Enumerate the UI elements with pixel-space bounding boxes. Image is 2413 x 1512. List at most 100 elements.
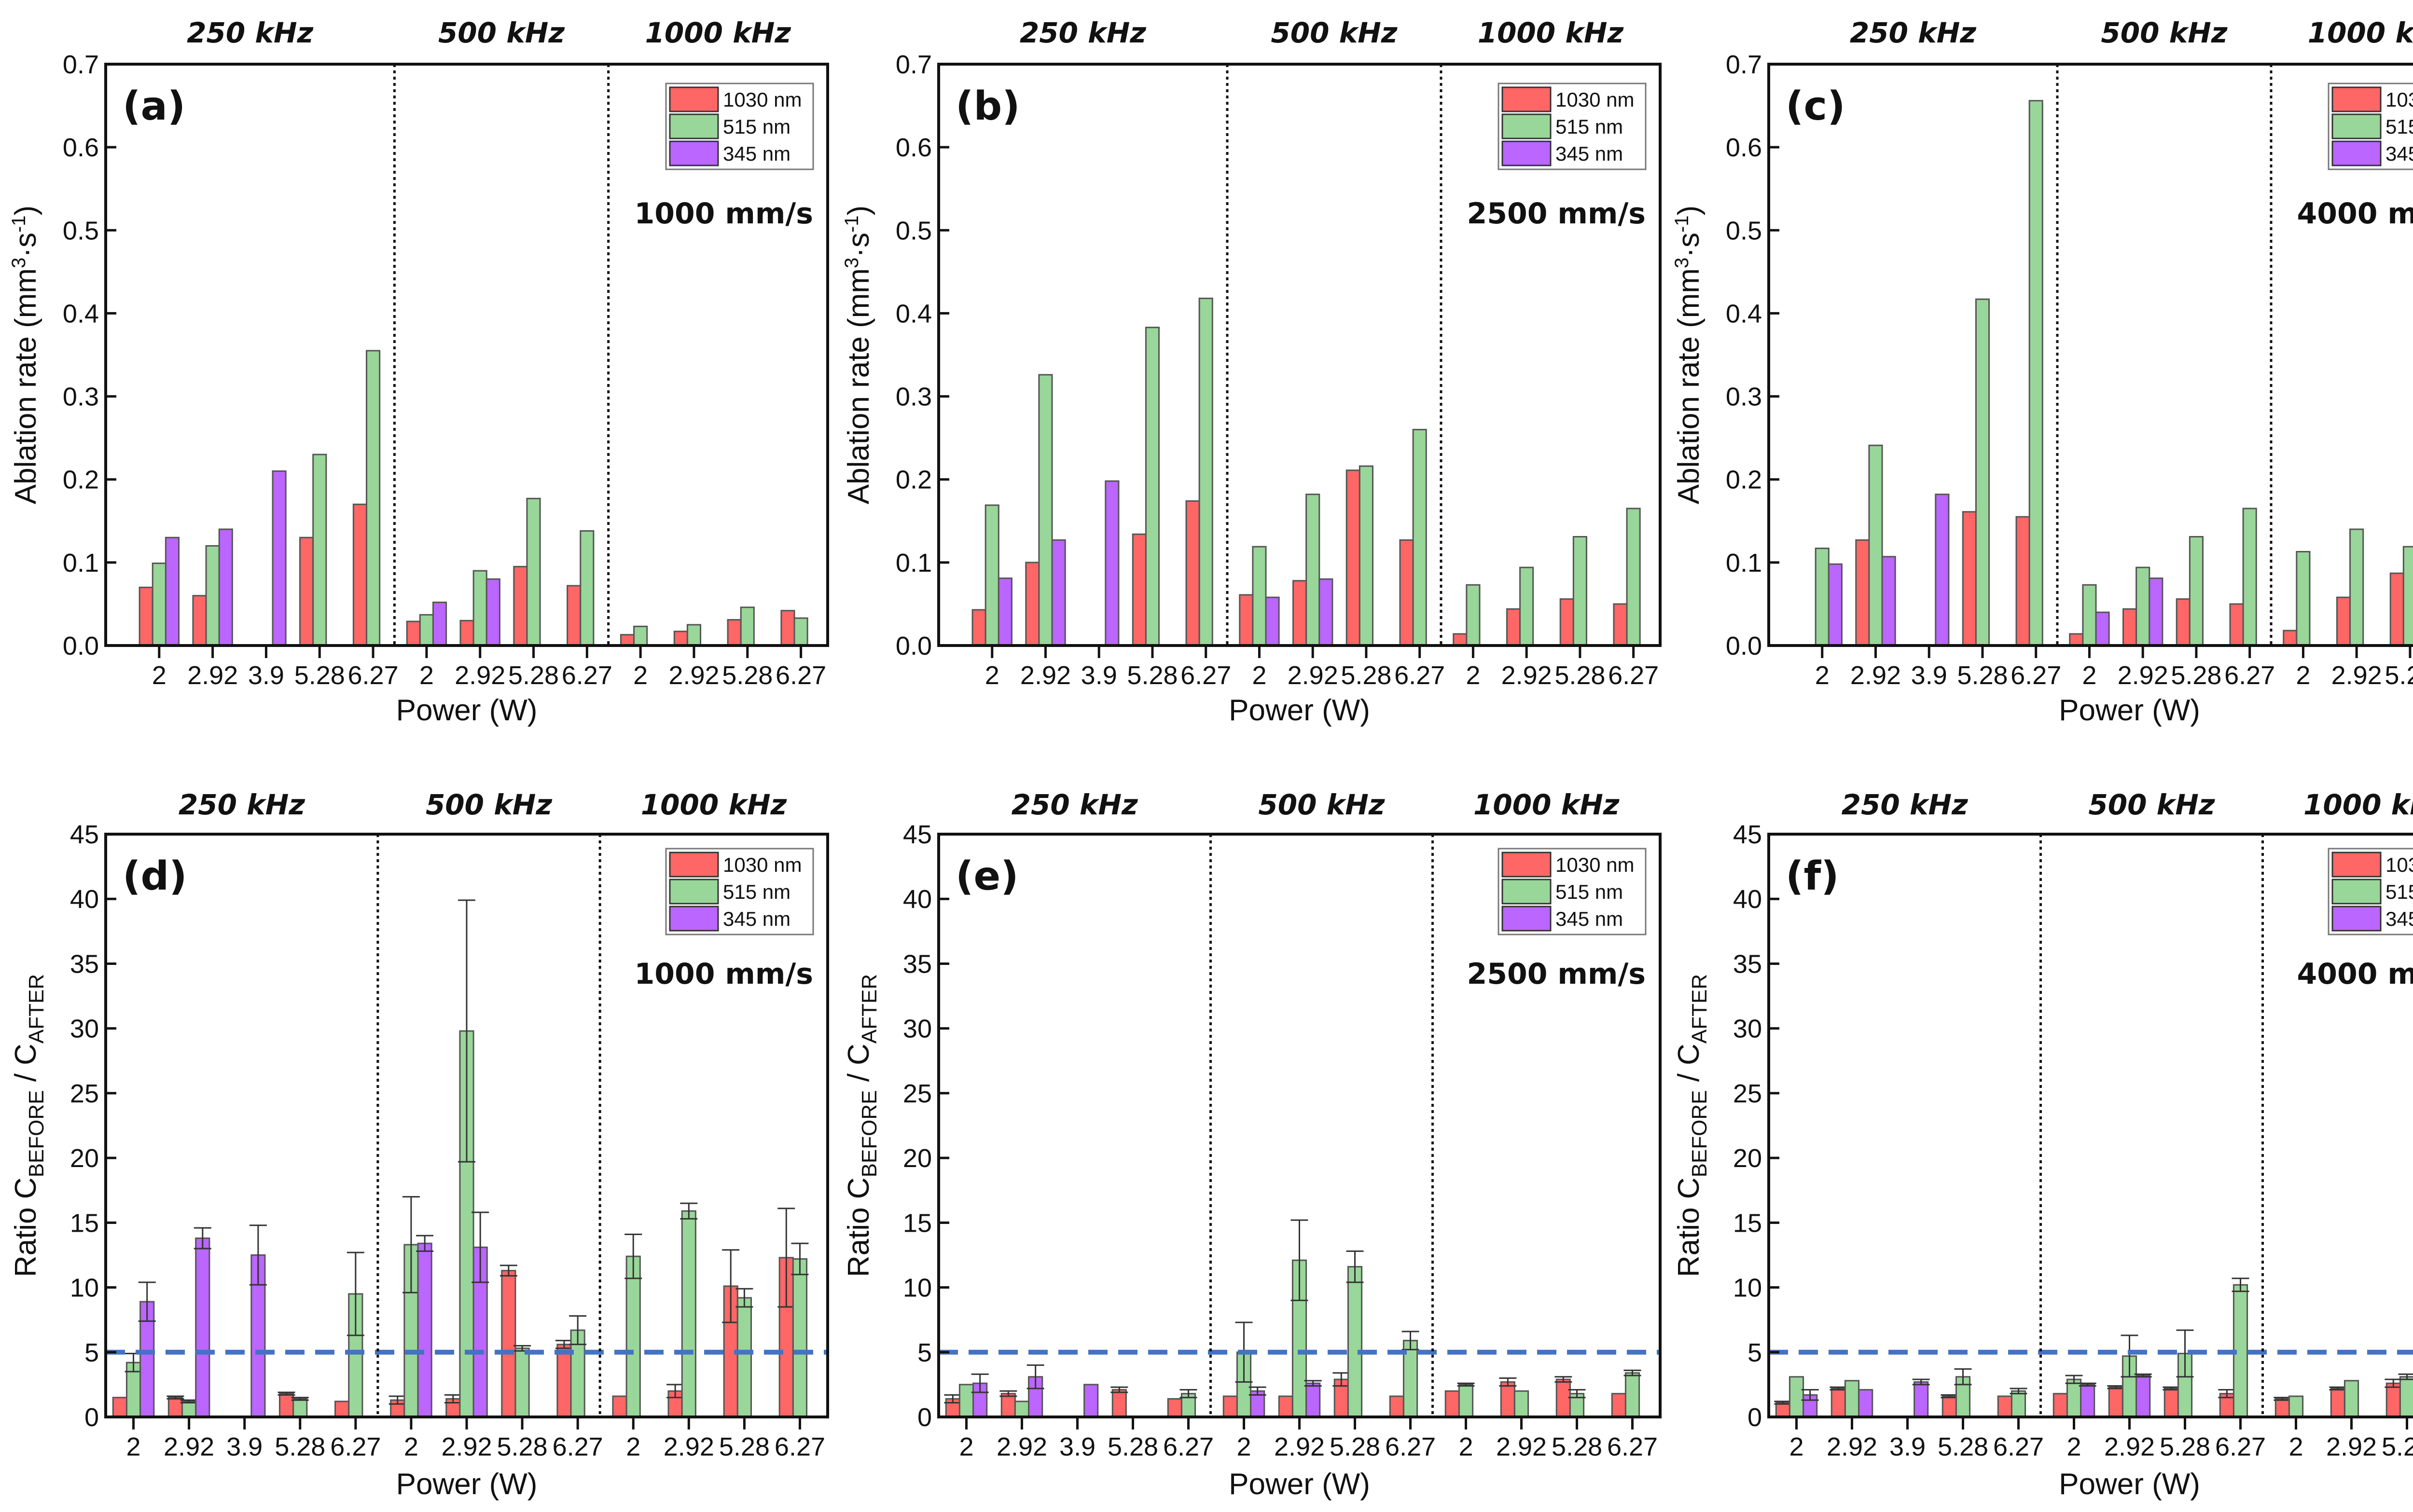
bar-1030-nm — [727, 619, 742, 646]
bar-1030-nm — [1185, 500, 1200, 646]
x-axis-label: Power (W) — [2059, 1468, 2200, 1501]
bar-515-nm — [2066, 1378, 2082, 1418]
x-tick-label: 5.28 — [722, 661, 773, 690]
bar-1030-nm — [2163, 1388, 2179, 1418]
y-label-part: / C — [9, 1044, 42, 1090]
bar-1030-nm — [2283, 630, 2298, 646]
bar-1030-nm — [112, 1397, 127, 1418]
x-axis-label: Power (W) — [2059, 694, 2200, 727]
error-bar — [1623, 1369, 1641, 1376]
y-tick-label: 0 — [917, 1403, 932, 1432]
x-tick-label: 6.27 — [776, 661, 826, 690]
x-tick-label: 5.28 — [2385, 661, 2413, 690]
error-bar — [2107, 1385, 2125, 1389]
bar-345-nm — [1265, 596, 1280, 646]
bar-345-nm — [1105, 480, 1120, 646]
error-bar — [166, 1395, 184, 1400]
scan-speed-label: 1000 mm/s — [634, 957, 813, 991]
bar-1030-nm — [1941, 1395, 1957, 1418]
error-bar — [347, 1251, 364, 1336]
legend-label: 345 nm — [723, 907, 790, 930]
error-bar — [402, 1196, 420, 1293]
bar-1030-nm — [2385, 1382, 2401, 1418]
x-tick-label: 2 — [419, 661, 434, 690]
bar-1030-nm — [501, 1270, 516, 1418]
legend-label: 515 nm — [1555, 115, 1623, 138]
x-tick-label: 6.27 — [775, 1432, 825, 1461]
error-bar — [2329, 1386, 2347, 1391]
frequency-label: 1000 kHz — [1478, 16, 1624, 49]
frequency-label: 500 kHz — [2088, 788, 2215, 821]
bar-1030-nm — [1444, 1390, 1460, 1418]
y-label-part: ·s — [9, 233, 42, 258]
bar-345-nm — [1051, 539, 1066, 646]
y-label-part: Ablation rate (mm — [1672, 268, 1706, 504]
error-bar — [722, 1249, 740, 1323]
bar-515-nm — [526, 497, 541, 646]
bar-1030-nm — [2336, 596, 2351, 646]
x-tick-label: 3.9 — [1059, 1432, 1096, 1461]
x-tick-label: 2 — [1458, 1432, 1473, 1461]
y-label-part: / C — [842, 1044, 875, 1090]
error-bar — [735, 1288, 753, 1308]
y-axis-label: Ablation rate (mm3·s-1) — [841, 206, 875, 504]
error-bar — [1179, 1389, 1197, 1399]
x-axis-label: Power (W) — [396, 694, 538, 727]
scan-speed-label: 4000 mm/s — [2297, 197, 2413, 231]
legend-label: 1030 nm — [1555, 853, 1634, 876]
bar-1030-nm — [1611, 1393, 1626, 1418]
x-tick-label: 5.28 — [2382, 1432, 2413, 1461]
y-tick-label: 0.0 — [896, 632, 932, 660]
bar-515-nm — [1412, 428, 1427, 646]
y-tick-label: 10 — [1733, 1274, 1762, 1303]
error-bar — [1499, 1377, 1517, 1387]
y-label-sub: AFTER — [858, 974, 881, 1044]
bar-515-nm — [1513, 1390, 1529, 1418]
plot-frame — [937, 63, 1662, 647]
x-tick-label: 2.92 — [164, 1432, 214, 1461]
bar-515-nm — [365, 350, 381, 646]
bar-1030-nm — [1555, 1378, 1571, 1418]
error-bar — [1110, 1386, 1128, 1393]
y-label-part: / C — [1672, 1044, 1706, 1090]
bar-515-nm — [1347, 1266, 1363, 1418]
x-axis-label: Power (W) — [1229, 694, 1370, 727]
legend: 1030 nm 515 nm 345 nm — [1498, 848, 1647, 935]
bar-1030-nm — [1167, 1398, 1182, 1418]
error-bar — [1332, 1372, 1350, 1387]
bar-515-nm — [1014, 1401, 1030, 1418]
y-tick-label: 0.7 — [896, 50, 932, 79]
bar-1030-nm — [2108, 1386, 2123, 1418]
bar-345-nm — [218, 528, 233, 646]
y-tick-label: 5 — [1747, 1338, 1762, 1367]
bar-515-nm — [1868, 444, 1883, 646]
x-tick-label: 2 — [1466, 661, 1480, 690]
y-axis-label: Ratio CBEFORE / CAFTER — [842, 974, 881, 1277]
bar-1030-nm — [971, 609, 986, 646]
bar-515-nm — [985, 504, 999, 646]
bar-1030-nm — [1775, 1402, 1790, 1418]
scan-speed-label: 2500 mm/s — [1467, 197, 1646, 231]
x-tick-label: 2 — [633, 661, 648, 690]
legend-swatch — [2331, 113, 2382, 139]
bar-1030-nm — [1453, 633, 1468, 646]
x-tick-label: 5.28 — [1554, 661, 1605, 690]
error-bar — [1346, 1250, 1364, 1283]
y-tick-label: 20 — [70, 1144, 99, 1173]
bar-1030-nm — [567, 585, 582, 646]
bar-345-nm — [1305, 1382, 1321, 1418]
scan-speed-label: 4000 mm/s — [2297, 957, 2413, 991]
error-bar — [999, 1390, 1017, 1397]
bar-1030-nm — [1613, 603, 1628, 646]
bar-515-nm — [1466, 584, 1481, 646]
x-tick-label: 2 — [985, 661, 999, 690]
x-tick-label: 5.28 — [275, 1432, 325, 1461]
bar-1030-nm — [2052, 1393, 2068, 1418]
error-bar — [2232, 1278, 2249, 1292]
error-bar — [1248, 1386, 1266, 1396]
legend-label: 345 nm — [1555, 907, 1623, 930]
legend: 1030 nm 515 nm 345 nm — [665, 848, 814, 935]
y-axis-label: Ablation rate (mm3·s-1) — [8, 206, 42, 504]
y-tick-label: 0.5 — [63, 216, 99, 245]
bar-515-nm — [2349, 528, 2364, 646]
